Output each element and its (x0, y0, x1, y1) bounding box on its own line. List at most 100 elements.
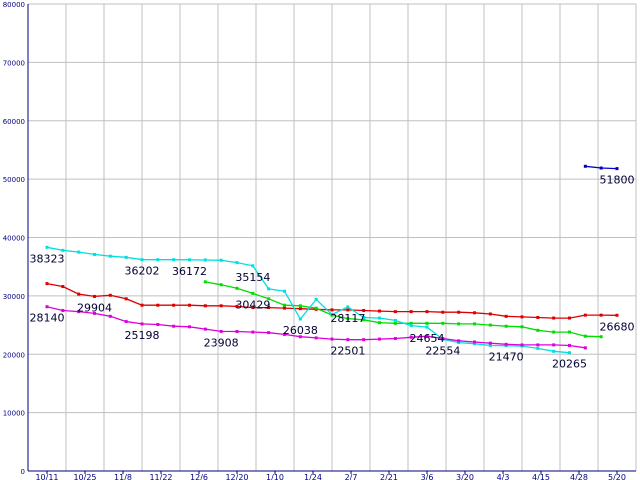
data-point (45, 245, 49, 249)
x-tick-label: 4/15 (532, 473, 550, 480)
data-labels: 38323 28140 29904 36202 25198 36172 23908 35154… (30, 174, 635, 371)
data-point (583, 346, 587, 350)
data-point (219, 283, 223, 287)
data-point (362, 308, 366, 312)
data-point (203, 258, 207, 262)
data-point (568, 316, 571, 320)
data-point (583, 334, 587, 338)
axes: 0 10000 20000 30000 40000 50000 60000 70000 8000… (3, 1, 636, 480)
data-point (552, 330, 556, 334)
data-point (378, 316, 381, 320)
data-point (457, 310, 461, 314)
data-label: 36172 (172, 265, 207, 278)
data-label: 26680 (600, 320, 635, 333)
data-point (473, 322, 476, 326)
data-point (330, 313, 334, 317)
data-point (251, 264, 255, 268)
data-point (235, 304, 239, 308)
y-tick-label: 20000 (3, 351, 25, 359)
data-point (314, 306, 318, 310)
data-point (599, 335, 603, 339)
data-point (298, 317, 302, 321)
data-point (267, 297, 271, 301)
data-point (568, 330, 571, 334)
data-point (61, 308, 65, 312)
data-point (393, 321, 397, 325)
data-point (409, 335, 413, 339)
data-point (441, 321, 445, 325)
data-point (203, 304, 207, 308)
data-point (283, 332, 286, 336)
data-point (441, 310, 445, 314)
data-point (124, 320, 128, 324)
data-point (457, 339, 461, 343)
data-point (124, 255, 128, 259)
x-tick-label: 10/11 (35, 473, 58, 480)
data-point (219, 304, 223, 308)
data-point (203, 327, 207, 331)
y-tick-label: 10000 (3, 410, 25, 418)
data-point (568, 343, 571, 347)
data-label: 36202 (125, 265, 160, 278)
data-point (140, 258, 144, 262)
data-point (409, 321, 413, 325)
data-point (267, 287, 271, 291)
x-tick-label: 5/20 (608, 473, 626, 480)
data-point (425, 310, 429, 314)
data-point (536, 315, 540, 319)
data-point (156, 303, 160, 307)
data-label: 22554 (425, 344, 460, 357)
data-point (298, 335, 302, 339)
x-tick-label: 2/21 (380, 473, 398, 480)
data-point (362, 318, 366, 322)
data-point (77, 292, 81, 296)
data-point (409, 324, 413, 328)
data-point (378, 321, 381, 325)
data-point (504, 314, 508, 318)
data-point (251, 291, 255, 295)
data-label: 21470 (489, 351, 524, 364)
data-point (457, 341, 461, 345)
data-point (599, 166, 603, 170)
data-point (188, 303, 191, 307)
data-point (235, 261, 239, 265)
data-point (536, 346, 540, 350)
data-point (298, 304, 302, 308)
data-point (552, 349, 556, 353)
data-point (520, 315, 524, 319)
data-point (283, 306, 286, 310)
data-point (298, 307, 302, 311)
data-point (219, 258, 223, 262)
data-point (552, 343, 556, 347)
data-point (583, 164, 587, 168)
data-point (473, 340, 476, 344)
data-point (520, 325, 524, 329)
data-point (441, 336, 445, 340)
y-tick-label: 50000 (3, 176, 25, 184)
x-tick-label: 12/6 (190, 473, 208, 480)
data-point (283, 289, 286, 293)
data-point (188, 325, 191, 329)
data-point (425, 321, 429, 325)
data-point (488, 312, 492, 316)
data-point (409, 310, 413, 314)
data-point (203, 280, 207, 284)
data-point (267, 306, 271, 310)
data-point (330, 308, 334, 312)
data-point (362, 338, 366, 342)
series-line-2 (46, 246, 570, 354)
data-label: 51800 (600, 174, 635, 187)
x-tick-label: 4/28 (570, 473, 588, 480)
data-point (314, 297, 318, 301)
data-label: 35154 (235, 271, 270, 284)
data-point (552, 316, 556, 320)
data-label: 38323 (30, 252, 65, 265)
data-point (45, 282, 49, 286)
data-point (393, 310, 397, 314)
x-tick-label: 1/24 (304, 473, 322, 480)
x-tick-label: 3/6 (421, 473, 434, 480)
data-point (488, 323, 492, 327)
data-point (108, 293, 112, 297)
x-tick-label: 12/20 (225, 473, 248, 480)
x-tick-label: 3/20 (456, 473, 474, 480)
